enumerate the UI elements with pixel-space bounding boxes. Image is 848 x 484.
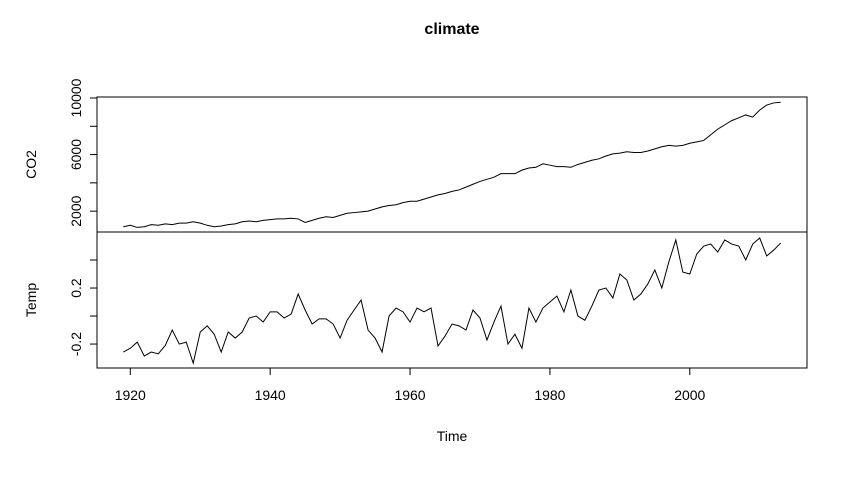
x-tick-label: 1980	[534, 387, 565, 403]
line	[123, 101, 781, 228]
y-tick-label: 0.2	[68, 278, 84, 298]
x-tick-label: 2000	[674, 387, 705, 403]
y-tick-label: 10000	[68, 78, 84, 117]
x-tick-label: 1940	[255, 387, 286, 403]
panel-frame	[96, 231, 808, 369]
y-tick-label: 6000	[68, 139, 84, 170]
y-tick-label: 2000	[68, 195, 84, 226]
y-axis-label: CO2	[23, 150, 39, 179]
x-tick-label: 1920	[115, 387, 146, 403]
y-tick-label: -0.2	[68, 332, 84, 356]
x-tick-label: 1960	[394, 387, 425, 403]
panel-frame	[96, 96, 808, 233]
x-axis-label: Time	[437, 428, 468, 444]
chart-title: climate	[424, 21, 479, 38]
y-axis-label: Temp	[23, 283, 39, 317]
line	[123, 237, 782, 365]
